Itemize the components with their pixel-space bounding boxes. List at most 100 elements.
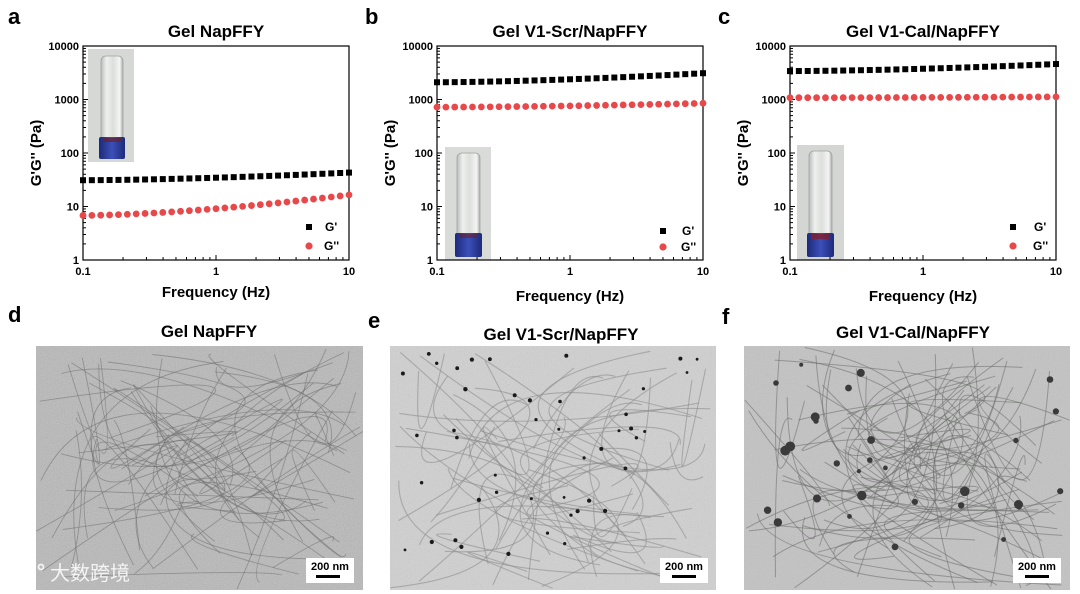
g-double-prime-point [88,211,96,219]
g-prime-point [813,67,820,74]
g-prime-point [982,63,989,70]
tem-fiber [419,355,680,472]
g-double-prime-point [495,103,503,111]
tem-particle [587,498,592,503]
tem-fiber [794,450,929,589]
tem-particle [911,498,919,505]
tem-fiber [856,420,1055,484]
tem-fiber [135,373,303,569]
g-prime-point [884,66,891,73]
tem-fiber [748,410,978,584]
g-prime-point [637,73,644,80]
tem-fiber [156,358,323,514]
tem-particle [529,497,533,501]
g-prime-point [221,174,228,181]
g-prime-point [849,67,856,74]
g-double-prime-point [990,93,998,101]
tem-fiber [62,446,250,530]
g-prime-point [682,71,689,78]
g-prime-point [990,63,997,70]
tem-particle [459,544,464,550]
g-double-prime-point [1026,93,1033,101]
legend: G' G'' [1009,220,1048,253]
tem-fiber [256,410,333,583]
tem-fiber [782,444,899,510]
tem-particle [785,441,796,452]
g-prime-point [1026,62,1033,69]
scale-bar-box [1013,558,1061,583]
g-double-prime-point [522,103,530,110]
tem-fiber [537,350,651,476]
scale-bar-label: 200 nm [665,561,703,573]
tem-particle [891,543,899,551]
g-prime-point [451,79,458,86]
g-double-prime-point [584,102,592,109]
tem-particle [867,457,873,463]
tem-fiber [42,416,328,572]
g-prime-point [213,174,219,181]
tem-particle [452,428,456,433]
legend-marker-g-double-prime [659,243,667,251]
g-prime-point [478,78,485,85]
g-double-prime-point [955,93,962,101]
g-prime-point [186,175,193,182]
tem-particle [833,460,840,467]
g-prime-point [230,174,237,181]
legend-label-g-prime: G' [1034,220,1046,234]
g-prime-point [266,172,273,179]
tem-fiber [90,435,199,570]
g-double-prime-point [504,103,512,111]
tem-fiber [669,442,704,481]
legend-label-g-double-prime: G'' [1033,239,1048,253]
vial-seal [811,234,830,239]
tem-fiber [802,360,938,539]
scale-bar-line [316,575,340,578]
legend-label-g-double-prime: G'' [681,240,696,254]
tem-fiber [418,416,566,582]
vial-seal [459,234,478,238]
tem-fiber [421,367,575,464]
g-prime-point [866,67,873,74]
tem-particle [426,352,431,356]
x-axis-label: Frequency (Hz) [869,288,977,305]
tem-fiber [855,361,979,434]
tem-particle [582,456,586,460]
tem-fiber [602,447,648,510]
tem-fiber [958,394,1037,446]
x-tick-label: 10 [1050,266,1062,278]
g-double-prime-point [786,94,794,102]
tem-fiber [113,387,340,543]
g-double-prime-point [1043,93,1051,101]
y-tick-label: 1 [427,255,433,267]
g-double-prime-point [212,205,220,213]
g-double-prime-point [999,93,1007,101]
tem-fiber [498,426,681,445]
g-prime-point [292,171,299,178]
tem-particle [813,494,821,503]
tem-fiber [236,373,309,590]
tem-particle [883,465,888,471]
tem-fiber [101,409,345,451]
tem-particle [617,429,621,433]
tem-fiber [121,382,338,470]
g-prime-point [584,75,591,82]
g-prime-point [337,170,344,177]
tem-fiber [250,431,363,498]
tem-fiber [772,519,1058,558]
g-double-prime-point [946,93,953,101]
tem-fiber [152,354,357,437]
tem-fiber [190,533,300,575]
chart-title: Gel NapFFY [168,22,265,41]
tem-particle [488,357,492,362]
g-prime-point [115,176,122,183]
tem-particle [1016,504,1022,510]
tem-particle [403,548,407,552]
panel-letter-d: d [8,302,21,327]
g-prime-point [558,76,565,83]
chart-panel-b: Gel V1-Scr/NapFFY 0.1 1 10110100100010000 … [382,22,709,305]
panel-letter-b: b [365,4,378,29]
g-prime-point [97,177,104,184]
scale-bar-line [1025,575,1049,578]
tem-fiber [966,386,1057,527]
